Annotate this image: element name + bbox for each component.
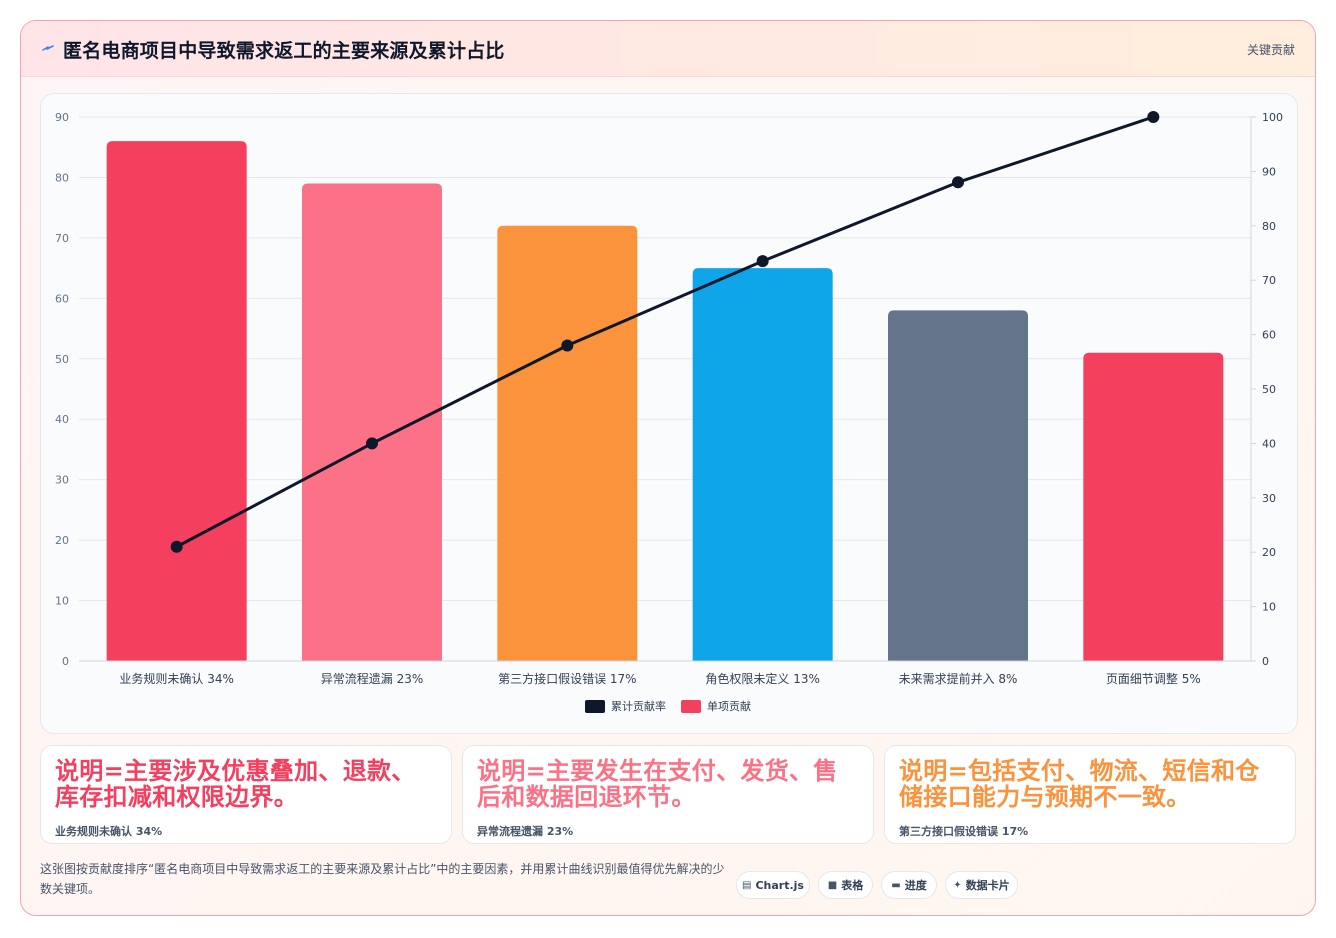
x-tick-label: 业务规则未确认 34% <box>119 671 234 686</box>
chart-icon: ▤ <box>742 879 752 891</box>
y-tick-label: 60 <box>55 292 69 305</box>
x-tick-label: 未来需求提前并入 8% <box>899 671 1018 686</box>
y2-tick-label: 20 <box>1262 546 1276 559</box>
key-contribution-tag: 关键贡献 <box>1246 43 1295 57</box>
y-tick-label: 90 <box>55 111 69 124</box>
chip-table[interactable]: ■ 表格 <box>818 871 873 899</box>
y-tick-label: 20 <box>55 534 69 547</box>
bar <box>692 268 833 661</box>
y2-tick-label: 30 <box>1262 492 1276 505</box>
info-card-main: 说明=主要涉及优惠叠加、退款、库存扣减和权限边界。 <box>55 758 416 811</box>
bar <box>497 225 638 662</box>
info-card-sub: 异常流程遗漏 23% <box>477 825 574 838</box>
chip-label: 数据卡片 <box>965 879 1010 892</box>
y-tick-label: 30 <box>55 474 69 487</box>
pareto-chart: 0 10 20 30 40 50 60 70 80 90 0 10 20 30 40 50 60 70 80 90 10… <box>55 111 1283 713</box>
bar <box>1083 352 1224 661</box>
y2-tick-label: 80 <box>1262 220 1276 233</box>
y2-tick-label: 40 <box>1262 437 1276 450</box>
y2-tick-label: 100 <box>1262 111 1283 124</box>
info-card-main: 说明=主要发生在支付、发货、售后和数据回退环节。 <box>477 758 838 811</box>
y-tick-label: 50 <box>55 353 69 366</box>
footer-description: 这张图按贡献度排序“匿名电商项目中导致需求返工的主要来源及累计占比”中的主要因素… <box>40 862 725 896</box>
table-icon: ■ <box>827 879 838 891</box>
chip-progress[interactable]: ▬ 进度 <box>881 871 937 899</box>
y-tick-label: 10 <box>55 595 69 608</box>
info-card-3: 说明=包括支付、物流、短信和仓储接口能力与预期不一致。 第三方接口假设错误 17… <box>884 745 1296 844</box>
chip-label: 进度 <box>904 879 927 892</box>
y2-tick-label: 10 <box>1262 601 1276 614</box>
chip-chartjs[interactable]: ▤ Chart.js <box>736 871 810 899</box>
x-tick-label: 角色权限未定义 13% <box>705 671 820 686</box>
legend-swatch <box>585 700 605 713</box>
y2-tick-label: 60 <box>1262 329 1276 342</box>
x-tick-label: 第三方接口假设错误 17% <box>498 671 637 686</box>
bar <box>106 141 247 661</box>
cumulative-point <box>170 540 183 553</box>
y2-tick-label: 0 <box>1262 655 1269 668</box>
sparkle-icon: ✦ <box>953 879 962 891</box>
chart-card: 匿名电商项目中导致需求返工的主要来源及累计占比 关键贡献 0 10 20 30 40 50… <box>20 20 1316 916</box>
chip-label: 表格 <box>841 879 864 892</box>
y-tick-label: 70 <box>55 232 69 245</box>
cumulative-line <box>175 115 1154 549</box>
y-tick-label: 40 <box>55 413 69 426</box>
info-card-sub: 第三方接口假设错误 17% <box>899 825 1029 838</box>
progress-icon: ▬ <box>891 879 901 891</box>
cumulative-point <box>756 255 769 268</box>
legend-swatch <box>681 700 701 713</box>
bar <box>888 310 1028 661</box>
cumulative-point <box>1147 111 1160 123</box>
lightning-icon <box>42 45 54 51</box>
info-card-1: 说明=主要涉及优惠叠加、退款、库存扣减和权限边界。 业务规则未确认 34% <box>40 745 452 844</box>
x-tick-label: 异常流程遗漏 23% <box>321 671 424 686</box>
bar <box>302 183 442 661</box>
chip-data-card[interactable]: ✦ 数据卡片 <box>945 871 1018 899</box>
chip-label: Chart.js <box>755 878 804 892</box>
y2-tick-label: 70 <box>1262 274 1276 287</box>
card-header: 匿名电商项目中导致需求返工的主要来源及累计占比 关键贡献 <box>21 21 1315 77</box>
info-card-2: 说明=主要发生在支付、发货、售后和数据回退环节。 异常流程遗漏 23% <box>462 745 874 844</box>
legend-label: 累计贡献率 <box>611 699 666 713</box>
legend-label: 单项贡献 <box>707 699 751 713</box>
info-card-main: 说明=包括支付、物流、短信和仓储接口能力与预期不一致。 <box>899 758 1260 811</box>
cumulative-point <box>952 176 964 189</box>
cumulative-point <box>366 437 378 450</box>
chart-panel: 0 10 20 30 40 50 60 70 80 90 0 10 20 30 40 50 60 70 80 90 10… <box>40 93 1298 734</box>
y-tick-label: 80 <box>55 171 69 184</box>
y2-tick-label: 90 <box>1262 165 1276 178</box>
cumulative-point <box>561 339 574 352</box>
page-title: 匿名电商项目中导致需求返工的主要来源及累计占比 <box>63 40 505 62</box>
y2-tick-label: 50 <box>1262 383 1276 396</box>
x-tick-label: 页面细节调整 5% <box>1106 671 1201 686</box>
y-tick-label: 0 <box>62 655 69 668</box>
info-card-sub: 业务规则未确认 34% <box>55 825 163 838</box>
